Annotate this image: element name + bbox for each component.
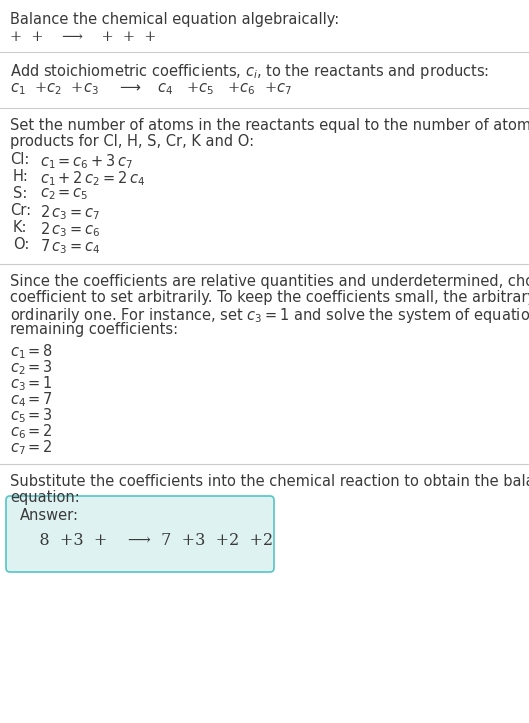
Text: $c_1 = c_6 + 3\,c_7$: $c_1 = c_6 + 3\,c_7$: [40, 152, 133, 171]
Text: $7\,c_3 = c_4$: $7\,c_3 = c_4$: [40, 237, 101, 256]
Text: Substitute the coefficients into the chemical reaction to obtain the balanced: Substitute the coefficients into the che…: [10, 474, 529, 489]
Text: $c_1 + 2\,c_2 = 2\,c_4$: $c_1 + 2\,c_2 = 2\,c_4$: [40, 169, 145, 188]
Text: Add stoichiometric coefficients, $c_i$, to the reactants and products:: Add stoichiometric coefficients, $c_i$, …: [10, 62, 489, 81]
Text: $c_6 = 2$: $c_6 = 2$: [10, 422, 53, 441]
Text: $c_1$  +$c_2$  +$c_3$    $\longrightarrow$   $c_4$   +$c_5$   +$c_6$  +$c_7$: $c_1$ +$c_2$ +$c_3$ $\longrightarrow$ $c…: [10, 80, 292, 97]
Text: remaining coefficients:: remaining coefficients:: [10, 322, 178, 337]
Text: +  +    ⟶    +  +  +: + + ⟶ + + +: [10, 30, 157, 44]
FancyBboxPatch shape: [6, 496, 274, 572]
Text: $c_5 = 3$: $c_5 = 3$: [10, 406, 53, 424]
Text: $c_2 = 3$: $c_2 = 3$: [10, 358, 53, 377]
Text: K:: K:: [13, 220, 28, 235]
Text: H:: H:: [13, 169, 29, 184]
Text: $c_2 = c_5$: $c_2 = c_5$: [40, 186, 89, 202]
Text: Balance the chemical equation algebraically:: Balance the chemical equation algebraica…: [10, 12, 339, 27]
Text: products for Cl, H, S, Cr, K and O:: products for Cl, H, S, Cr, K and O:: [10, 134, 254, 149]
Text: Cr:: Cr:: [10, 203, 31, 218]
Text: equation:: equation:: [10, 490, 80, 505]
Text: ordinarily one. For instance, set $c_3 = 1$ and solve the system of equations fo: ordinarily one. For instance, set $c_3 =…: [10, 306, 529, 325]
Text: 8  +3  +    ⟶  7  +3  +2  +2: 8 +3 + ⟶ 7 +3 +2 +2: [24, 532, 273, 549]
Text: $c_4 = 7$: $c_4 = 7$: [10, 390, 53, 408]
Text: $c_3 = 1$: $c_3 = 1$: [10, 374, 53, 393]
Text: Cl:: Cl:: [10, 152, 30, 167]
Text: Since the coefficients are relative quantities and underdetermined, choose a: Since the coefficients are relative quan…: [10, 274, 529, 289]
Text: Answer:: Answer:: [20, 508, 79, 523]
Text: $2\,c_3 = c_7$: $2\,c_3 = c_7$: [40, 203, 101, 222]
Text: $c_7 = 2$: $c_7 = 2$: [10, 438, 53, 457]
Text: coefficient to set arbitrarily. To keep the coefficients small, the arbitrary va: coefficient to set arbitrarily. To keep …: [10, 290, 529, 305]
Text: $2\,c_3 = c_6$: $2\,c_3 = c_6$: [40, 220, 101, 239]
Text: $c_1 = 8$: $c_1 = 8$: [10, 342, 53, 361]
Text: S:: S:: [13, 186, 28, 201]
Text: O:: O:: [13, 237, 30, 252]
Text: Set the number of atoms in the reactants equal to the number of atoms in the: Set the number of atoms in the reactants…: [10, 118, 529, 133]
